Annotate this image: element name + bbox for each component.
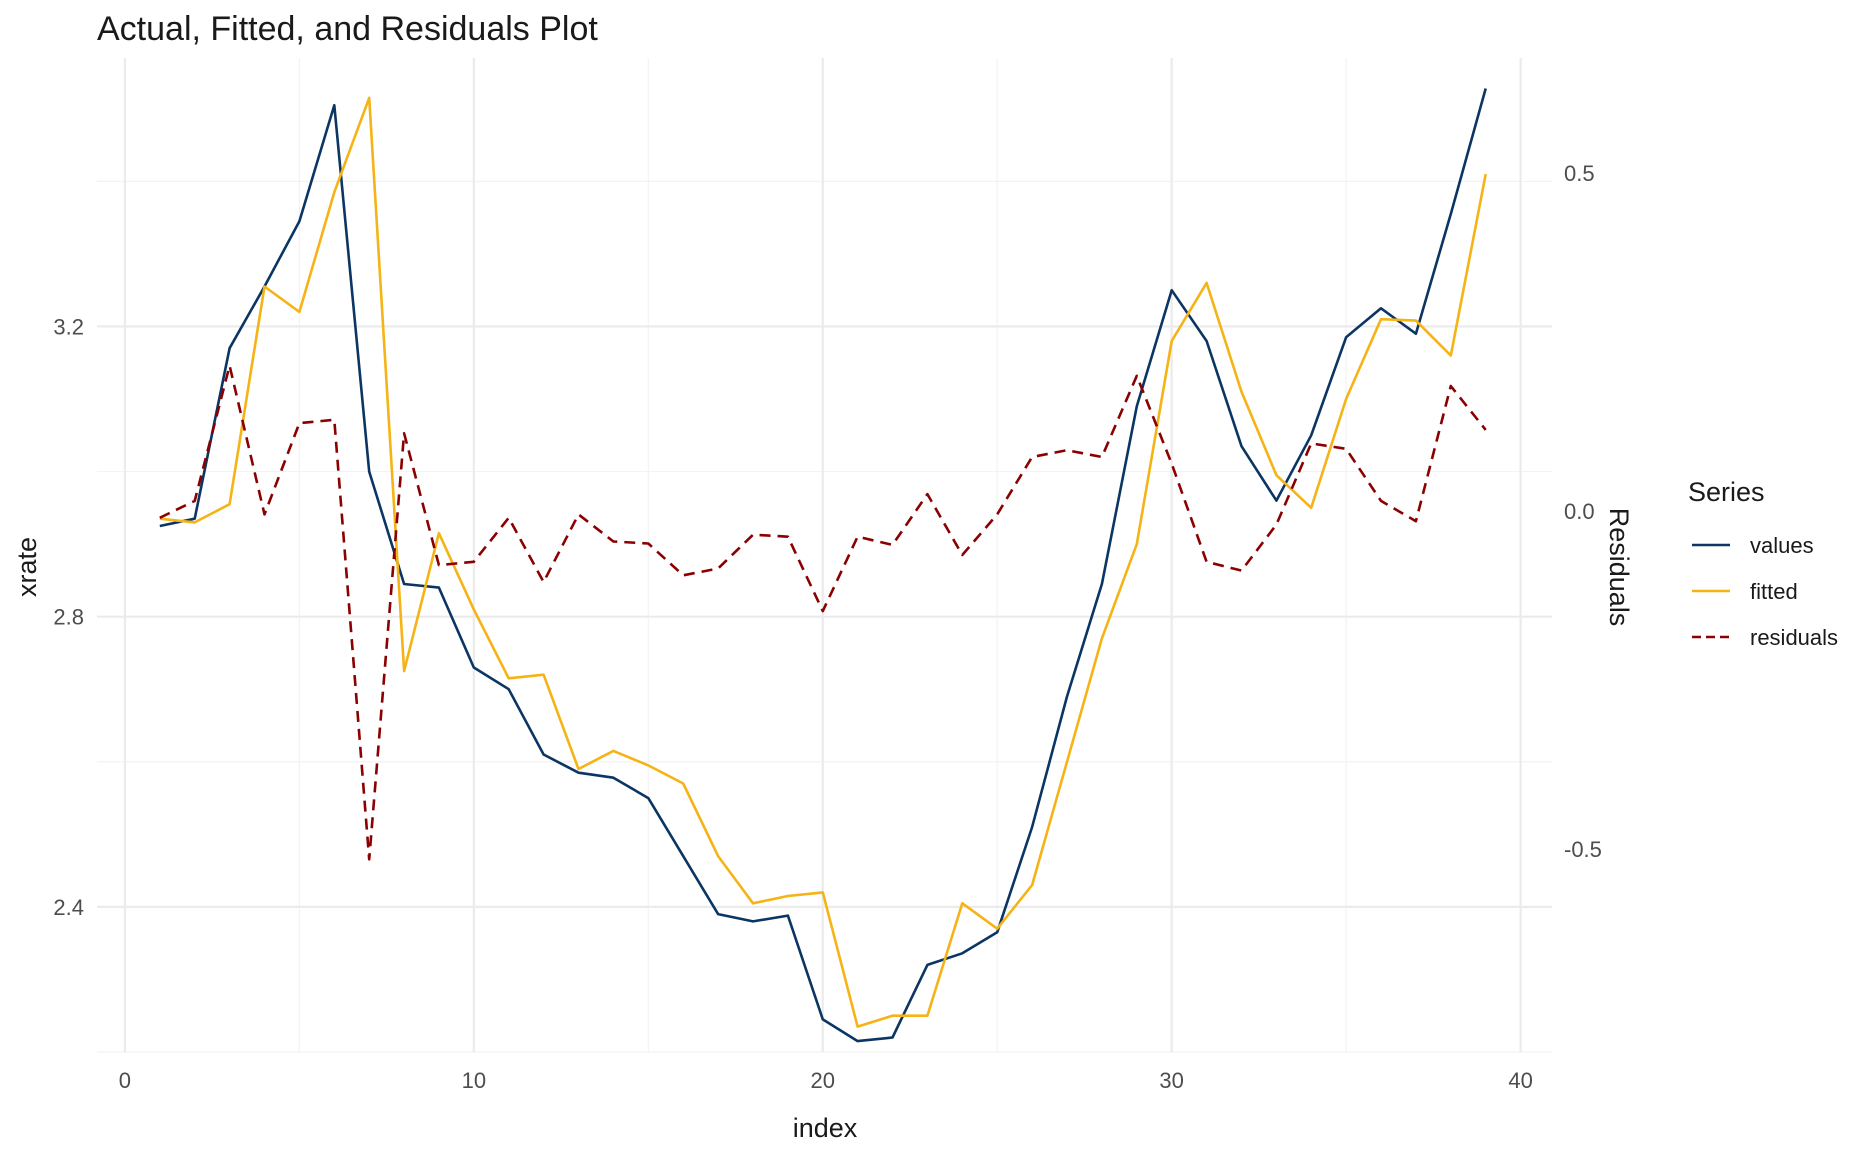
legend: Series values fitted residuals [1688,477,1838,650]
x-tick-label: 30 [1159,1068,1183,1093]
x-tick-label: 10 [462,1068,486,1093]
series-lines [159,88,1487,1043]
axis-labels: 0 10 20 30 40 2.4 2.8 3.2 -0.5 0.0 0.5 [53,161,1602,1093]
x-tick-label: 0 [119,1068,131,1093]
y-tick-label: 2.4 [53,895,84,920]
x-axis-title: index [793,1113,858,1143]
series-line-fitted [159,96,1487,1028]
legend-label-residuals: residuals [1750,625,1838,650]
legend-items: values fitted residuals [1692,533,1838,650]
y-tick-label: 3.2 [53,314,84,339]
series-line-values [159,88,1487,1043]
legend-title: Series [1688,477,1765,507]
x-tick-label: 20 [811,1068,835,1093]
y2-tick-label: 0.0 [1564,499,1595,524]
gridlines [97,58,1552,1053]
legend-label-fitted: fitted [1750,579,1798,604]
y2-tick-label: -0.5 [1564,837,1602,862]
x-tick-label: 40 [1508,1068,1532,1093]
chart-title: Actual, Fitted, and Residuals Plot [97,10,598,48]
legend-label-values: values [1750,533,1814,558]
y2-tick-label: 0.5 [1564,161,1595,186]
y-tick-label: 2.8 [53,605,84,630]
y2-axis-title: Residuals [1604,508,1634,627]
y-axis-title: xrate [12,537,42,597]
series-line-residuals [159,364,1487,861]
